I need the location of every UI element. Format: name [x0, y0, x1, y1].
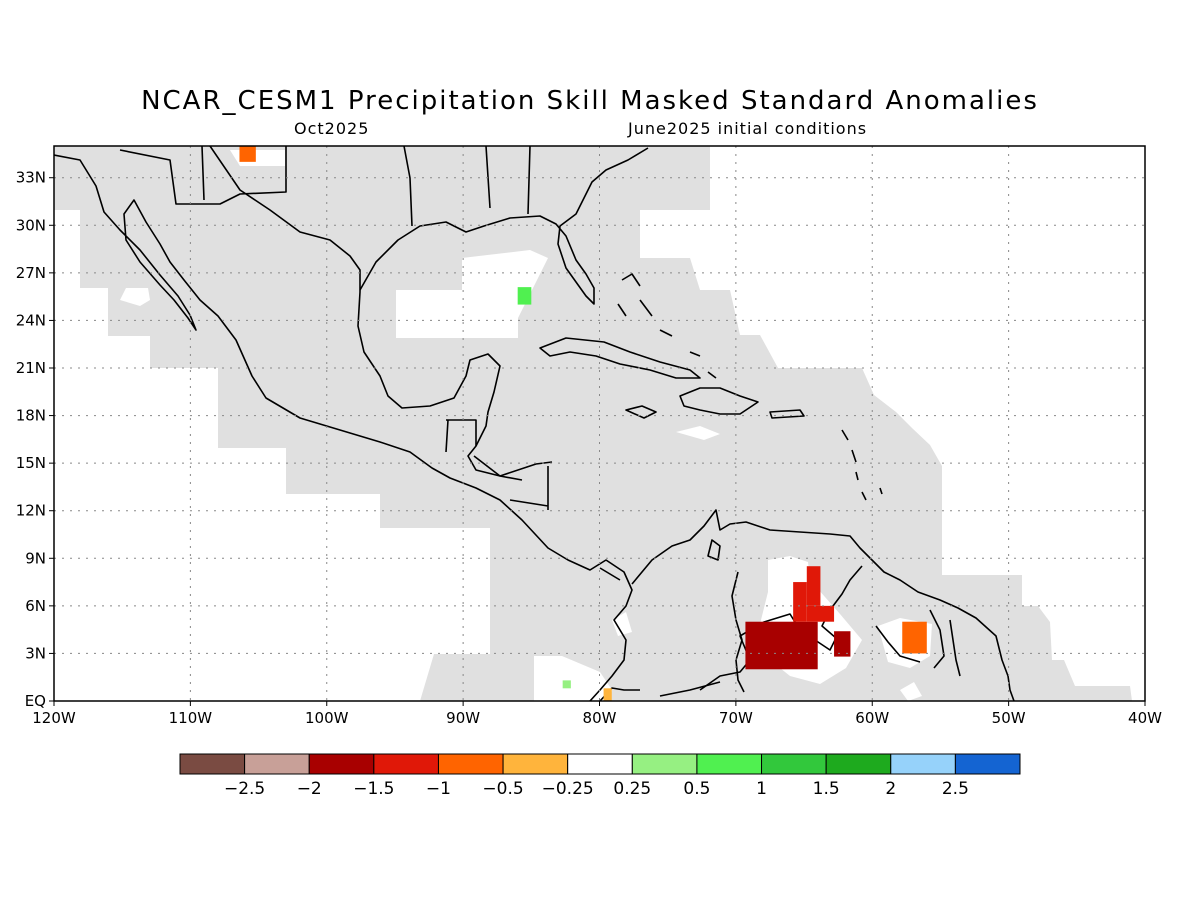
lon-tick-label: 100W	[305, 709, 349, 727]
grid-lines	[54, 146, 1145, 701]
colorbar-swatch	[954, 753, 1021, 775]
lat-tick-label: 21N	[16, 359, 46, 377]
lon-tick-label: 110W	[169, 709, 213, 727]
colorbar-label: −0.5	[482, 779, 523, 799]
colorbar-swatch	[825, 753, 892, 775]
lat-tick-label: 30N	[16, 216, 46, 234]
lat-tick-label: EQ	[25, 692, 46, 710]
colorbar-label: −0.25	[542, 779, 594, 799]
colorbar-swatch	[567, 753, 633, 775]
coastlines	[54, 146, 1015, 701]
map-title: NCAR_CESM1 Precipitation Skill Masked St…	[141, 86, 1039, 116]
anomaly-cells	[239, 146, 927, 701]
anomaly-cell	[806, 566, 821, 606]
lon-tick-label: 70W	[719, 709, 753, 727]
colorbar-label: −2.5	[224, 779, 265, 799]
colorbar-label: 2.5	[942, 779, 969, 799]
colorbar-swatch	[502, 753, 569, 775]
colorbar-label: 1.5	[813, 779, 840, 799]
lon-tick-label: 80W	[583, 709, 617, 727]
colorbar: −2.5 −2 −1.5 −1 −0.5 −0.25 0.25 0.5 1 1.5 2 2.5	[179, 753, 1021, 799]
forecast-month: Oct2025	[294, 119, 370, 138]
colorbar-swatch	[308, 753, 375, 775]
plot-area	[54, 146, 1145, 701]
lon-tick-label: 90W	[446, 709, 480, 727]
anomaly-cell	[745, 621, 818, 670]
lat-tick-label: 6N	[25, 597, 46, 615]
anomaly-cell	[603, 688, 612, 701]
colorbar-label: 1	[756, 779, 767, 799]
anomaly-cell	[902, 621, 927, 654]
lat-tick-label: 3N	[25, 644, 46, 662]
colorbar-swatch	[631, 753, 698, 775]
colorbar-swatch	[179, 753, 246, 775]
lat-tick-label: 27N	[16, 264, 46, 282]
colorbar-swatch	[437, 753, 504, 775]
colorbar-swatch	[373, 753, 439, 775]
colorbar-label: 0.5	[683, 779, 710, 799]
lat-tick-label: 33N	[16, 169, 46, 187]
lat-tick-label: 12N	[16, 502, 46, 520]
colorbar-swatch	[696, 753, 763, 775]
anomaly-cell	[517, 287, 532, 305]
colorbar-label: −1	[426, 779, 451, 799]
lon-tick-label: 120W	[32, 709, 76, 727]
lat-tick-label: 18N	[16, 407, 46, 425]
lat-tick-label: 9N	[25, 549, 46, 567]
anomaly-cell	[562, 680, 571, 689]
colorbar-label: −2	[297, 779, 322, 799]
lon-tick-label: 40W	[1128, 709, 1162, 727]
colorbar-swatch	[244, 753, 310, 775]
colorbar-label: −1.5	[353, 779, 394, 799]
anomaly-cell	[239, 146, 256, 162]
colorbar-swatch	[890, 753, 956, 775]
lat-tick-label: 24N	[16, 311, 46, 329]
colorbar-swatch	[761, 753, 827, 775]
anomaly-cell	[834, 631, 851, 657]
initial-conditions: June2025 initial conditions	[628, 119, 868, 138]
lon-tick-label: 50W	[992, 709, 1026, 727]
axis-labels: 120W 110W 100W 90W 80W 70W 60W 50W 40W EQ 3N 6N 9N 12…	[16, 169, 1162, 727]
anomaly-cell	[806, 605, 835, 622]
skill-mask-region	[54, 146, 1132, 701]
anomaly-cell	[793, 582, 807, 622]
lat-tick-label: 15N	[16, 454, 46, 472]
colorbar-label: 0.25	[613, 779, 651, 799]
colorbar-label: 2	[885, 779, 896, 799]
lon-tick-label: 60W	[855, 709, 889, 727]
